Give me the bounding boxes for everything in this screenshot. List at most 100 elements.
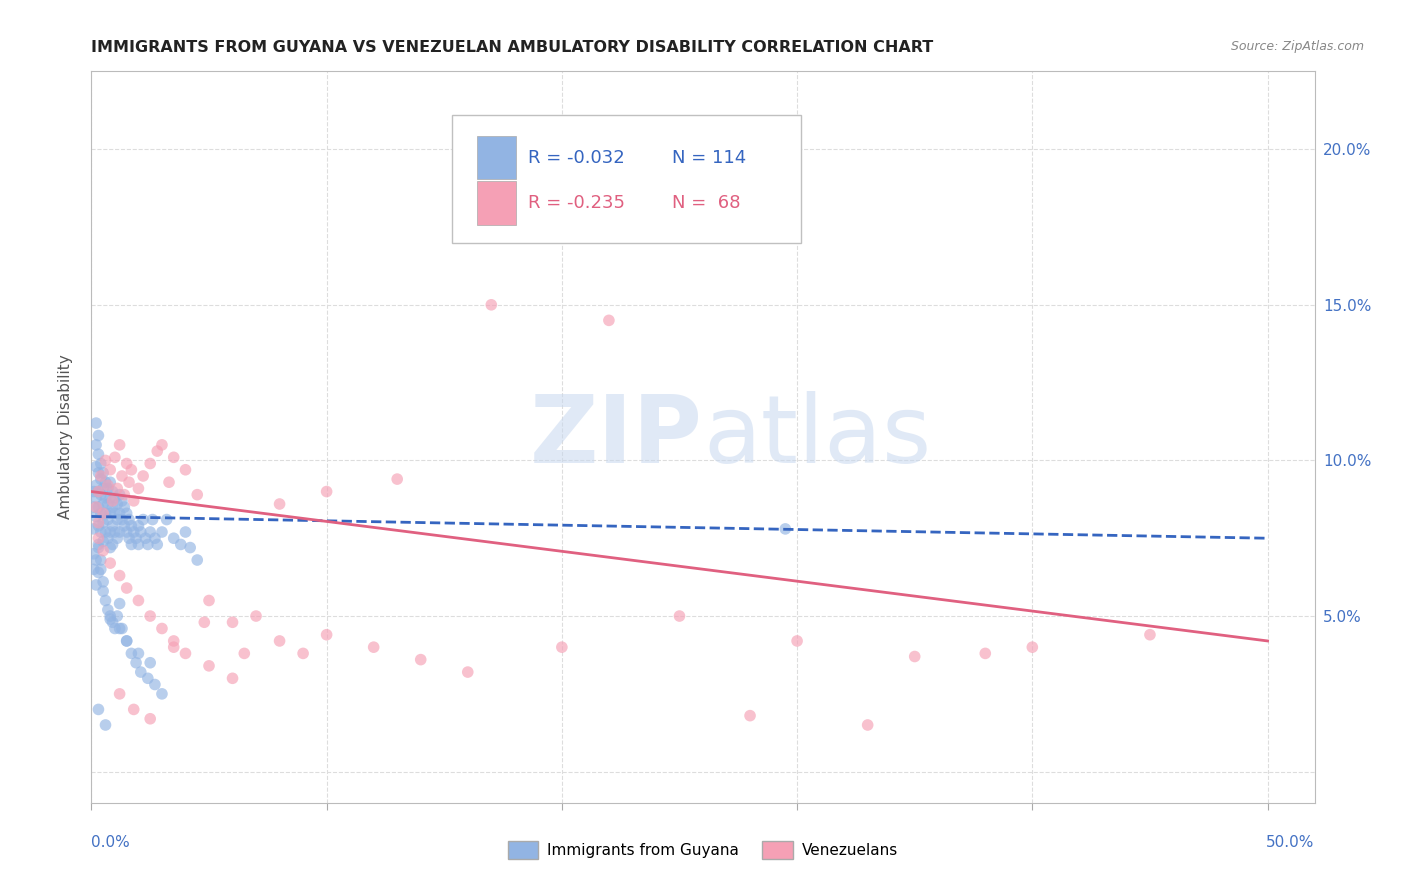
Point	[87, 531, 110, 545]
Point	[856, 718, 879, 732]
Point	[108, 622, 131, 636]
Text: atlas: atlas	[703, 391, 931, 483]
Point	[163, 640, 186, 655]
Point	[136, 537, 159, 551]
Text: R = -0.032: R = -0.032	[529, 149, 624, 167]
Point	[122, 702, 145, 716]
Point	[115, 457, 138, 471]
Point	[90, 524, 112, 539]
Point	[91, 497, 114, 511]
Point	[129, 524, 152, 539]
Text: 50.0%: 50.0%	[1267, 836, 1315, 850]
Point	[98, 475, 121, 490]
Point	[132, 512, 155, 526]
Point	[87, 566, 110, 580]
Point	[87, 484, 110, 499]
Point	[775, 522, 797, 536]
Point	[111, 512, 134, 526]
Text: N = 114: N = 114	[672, 149, 747, 167]
Point	[122, 494, 145, 508]
Point	[83, 562, 105, 576]
Point	[108, 488, 131, 502]
Point	[97, 482, 120, 496]
Point	[115, 634, 138, 648]
Point	[87, 702, 110, 716]
Point	[84, 500, 107, 515]
Point	[115, 634, 138, 648]
Point	[120, 537, 142, 551]
Point	[363, 640, 385, 655]
Point	[193, 615, 215, 630]
Point	[186, 553, 208, 567]
Point	[146, 537, 169, 551]
Point	[91, 516, 114, 530]
Point	[87, 484, 110, 499]
Point	[163, 531, 186, 545]
Point	[94, 453, 117, 467]
Point	[101, 500, 124, 515]
Point	[150, 524, 173, 539]
Y-axis label: Ambulatory Disability: Ambulatory Disability	[58, 355, 73, 519]
Point	[269, 634, 291, 648]
Point	[139, 712, 162, 726]
Point	[127, 593, 149, 607]
Point	[97, 531, 120, 545]
Point	[90, 562, 112, 576]
Point	[786, 634, 808, 648]
Point	[233, 647, 256, 661]
Point	[127, 537, 149, 551]
Point	[150, 622, 173, 636]
Point	[112, 488, 135, 502]
Point	[94, 524, 117, 539]
Point	[83, 547, 105, 561]
Point	[91, 506, 114, 520]
Point	[315, 484, 337, 499]
Point	[105, 482, 128, 496]
Point	[385, 472, 409, 486]
Point	[84, 578, 107, 592]
Point	[94, 491, 117, 505]
Point	[136, 671, 159, 685]
Point	[104, 506, 127, 520]
Point	[118, 531, 141, 545]
Point	[108, 597, 131, 611]
Point	[91, 574, 114, 589]
Point	[598, 313, 620, 327]
Point	[83, 522, 105, 536]
Point	[125, 656, 148, 670]
Point	[245, 609, 267, 624]
Point	[198, 658, 221, 673]
Point	[105, 531, 128, 545]
Point	[98, 612, 121, 626]
Point	[174, 524, 197, 539]
Point	[104, 491, 127, 505]
Point	[141, 512, 163, 526]
Point	[91, 466, 114, 480]
Point	[269, 497, 291, 511]
Point	[157, 475, 180, 490]
Point	[104, 450, 127, 465]
Point	[97, 478, 120, 492]
Point	[115, 524, 138, 539]
Point	[84, 438, 107, 452]
Point	[104, 622, 127, 636]
Point	[139, 656, 162, 670]
Point	[479, 298, 502, 312]
Point	[98, 556, 121, 570]
Point	[104, 524, 127, 539]
Text: N =  68: N = 68	[672, 194, 741, 212]
Point	[94, 718, 117, 732]
Point	[111, 494, 134, 508]
Point	[120, 647, 142, 661]
Point	[127, 518, 149, 533]
Point	[1021, 640, 1043, 655]
Point	[112, 518, 135, 533]
Point	[105, 609, 128, 624]
Point	[98, 463, 121, 477]
Point	[84, 478, 107, 492]
Point	[122, 524, 145, 539]
Point	[101, 518, 124, 533]
Point	[97, 497, 120, 511]
FancyBboxPatch shape	[477, 181, 516, 225]
Point	[91, 534, 114, 549]
